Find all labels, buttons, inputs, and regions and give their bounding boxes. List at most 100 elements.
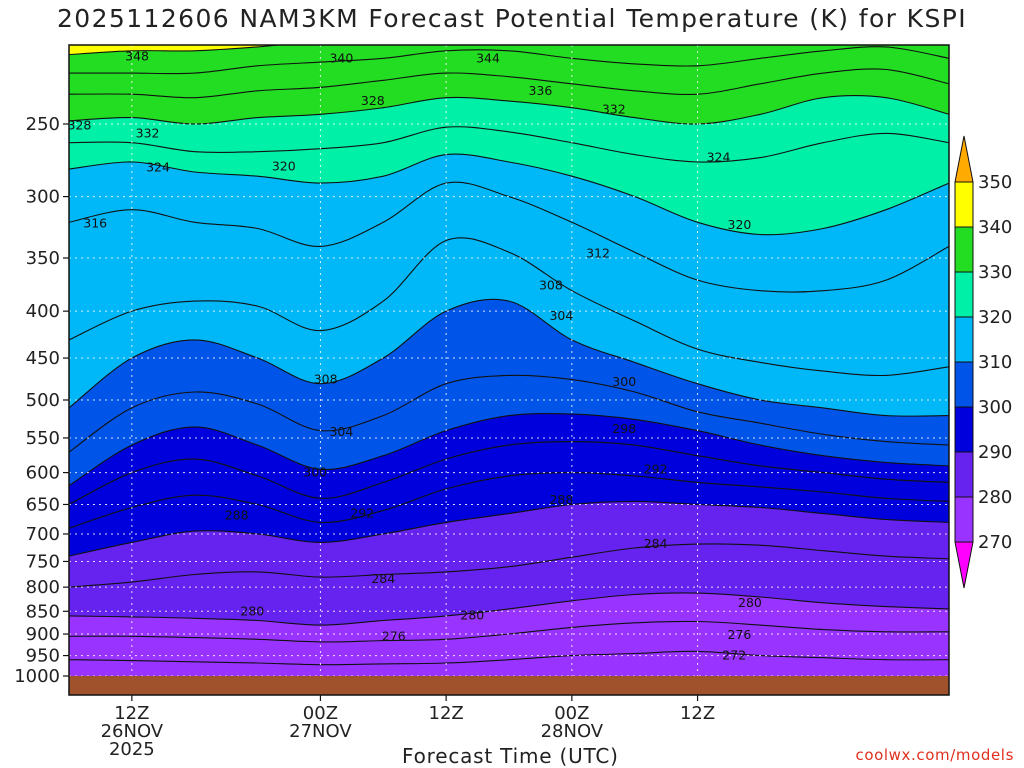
y-tick-label: 700 — [26, 524, 60, 545]
x-tick-date: 28NOV — [541, 721, 604, 742]
contour-label: 288 — [549, 492, 573, 507]
y-tick-label: 650 — [26, 494, 60, 515]
y-tick-label: 350 — [26, 248, 60, 269]
isentrope-300 — [69, 413, 949, 487]
contour-label: 348 — [125, 48, 149, 63]
colorbar-label: 280 — [978, 487, 1012, 508]
y-tick-label: 800 — [26, 577, 60, 598]
isentrope-272 — [69, 650, 949, 666]
isentrope-308 — [69, 298, 949, 417]
colorbar-under-triangle — [954, 541, 974, 589]
isentrope-312 — [69, 237, 949, 377]
contour-label: 304 — [549, 308, 573, 323]
colorbar-over-triangle — [954, 135, 974, 183]
y-tick-label: 250 — [26, 114, 60, 135]
colorbar-band — [954, 406, 974, 453]
isentrope-296 — [69, 441, 949, 505]
contour-label: 292 — [644, 461, 668, 476]
colorbar-band — [954, 316, 974, 363]
x-tick-label: 00Z — [554, 703, 589, 724]
isentrope-324 — [69, 126, 949, 163]
y-tick-label: 950 — [26, 646, 60, 667]
contour-label: 292 — [350, 506, 374, 521]
chart-title: 2025112606 NAM3KM Forecast Potential Tem… — [57, 4, 967, 33]
contour-label: 308 — [314, 372, 338, 387]
contour-label: 276 — [728, 627, 752, 642]
plot-area: 348 340 344 336 332 328 328 332 324 320 324 320 316 3… — [68, 35, 949, 695]
y-tick-label: 450 — [26, 348, 60, 369]
contour-label: 316 — [83, 216, 107, 231]
colorbar-band — [954, 226, 974, 273]
x-tick-label: 12Z — [429, 703, 464, 724]
isentrope-332 — [69, 68, 949, 99]
colorbar-label: 330 — [978, 262, 1012, 283]
contour-label: 298 — [612, 421, 636, 436]
contour-label: 300 — [612, 374, 636, 389]
colorbar-label: 310 — [978, 352, 1012, 373]
x-tick-label: 12Z — [114, 703, 149, 724]
y-tick-label: 850 — [26, 601, 60, 622]
contour-label: 324 — [146, 160, 170, 175]
contour-label: 312 — [586, 245, 610, 260]
y-tick-label: 1000 — [14, 666, 60, 687]
x-tick-date: 27NOV — [289, 721, 352, 742]
ground-surface — [69, 676, 949, 695]
colorbar: 270 280 290 300 310 320 330 340 350 — [954, 135, 1012, 589]
contour-label: 332 — [602, 101, 626, 116]
contour-label: 320 — [728, 217, 752, 232]
y-tick-label: 750 — [26, 551, 60, 572]
colorbar-band — [954, 181, 974, 228]
y-tick-label: 300 — [26, 187, 60, 208]
x-tick-label: 00Z — [303, 703, 338, 724]
x-axis-label: Forecast Time (UTC) — [402, 744, 619, 768]
x-tick-year: 2025 — [109, 739, 155, 760]
y-tick-label: 900 — [26, 624, 60, 645]
isentrope-304 — [69, 374, 949, 453]
isentrope-284 — [69, 543, 949, 588]
contour-label: 284 — [371, 571, 395, 586]
isentrope-328 — [69, 95, 949, 125]
colorbar-label: 290 — [978, 442, 1012, 463]
x-tick-label: 12Z — [680, 703, 715, 724]
contour-label: 284 — [644, 536, 668, 551]
contour-label: 280 — [460, 607, 484, 622]
contour-label: 280 — [738, 595, 762, 610]
x-tick-date: 26NOV — [101, 721, 164, 742]
isentrope-276 — [69, 620, 949, 643]
colorbar-band — [954, 451, 974, 498]
contour-label: 328 — [68, 118, 92, 133]
source-credit[interactable]: coolwx.com/models — [855, 746, 1014, 764]
isentrope-344 — [69, 35, 949, 41]
isentrope-320 — [69, 153, 949, 236]
colorbar-label: 350 — [978, 172, 1012, 193]
contour-label: 276 — [382, 629, 406, 644]
colorbar-label: 340 — [978, 217, 1012, 238]
isentrope-336 — [69, 46, 949, 75]
colorbar-label: 270 — [978, 532, 1012, 553]
y-tick-label: 500 — [26, 390, 60, 411]
contour-label: 300 — [303, 465, 327, 480]
isentrope-340 — [69, 45, 708, 56]
y-tick-label: 400 — [26, 301, 60, 322]
isentrope-280 — [69, 592, 949, 626]
colorbar-band — [954, 496, 974, 543]
contour-label: 344 — [476, 50, 500, 65]
isentrope-288 — [69, 500, 949, 557]
axes: 2503003504004505005506006507007508008509… — [14, 44, 950, 760]
contour-label: 288 — [225, 507, 249, 522]
contour-label: 320 — [272, 158, 296, 173]
contour-label: 280 — [240, 603, 264, 618]
colorbar-band — [954, 361, 974, 408]
contour-label: 324 — [707, 150, 731, 165]
contour-label: 328 — [361, 93, 385, 108]
contour-label: 272 — [722, 648, 746, 663]
colorbar-label: 320 — [978, 307, 1012, 328]
contour-label: 336 — [528, 83, 552, 98]
colorbar-label: 300 — [978, 397, 1012, 418]
isentrope-292 — [69, 472, 949, 529]
plot-frame — [68, 44, 950, 696]
colorbar-band — [954, 271, 974, 318]
contour-label: 340 — [329, 50, 353, 65]
contour-label: 332 — [136, 125, 160, 140]
